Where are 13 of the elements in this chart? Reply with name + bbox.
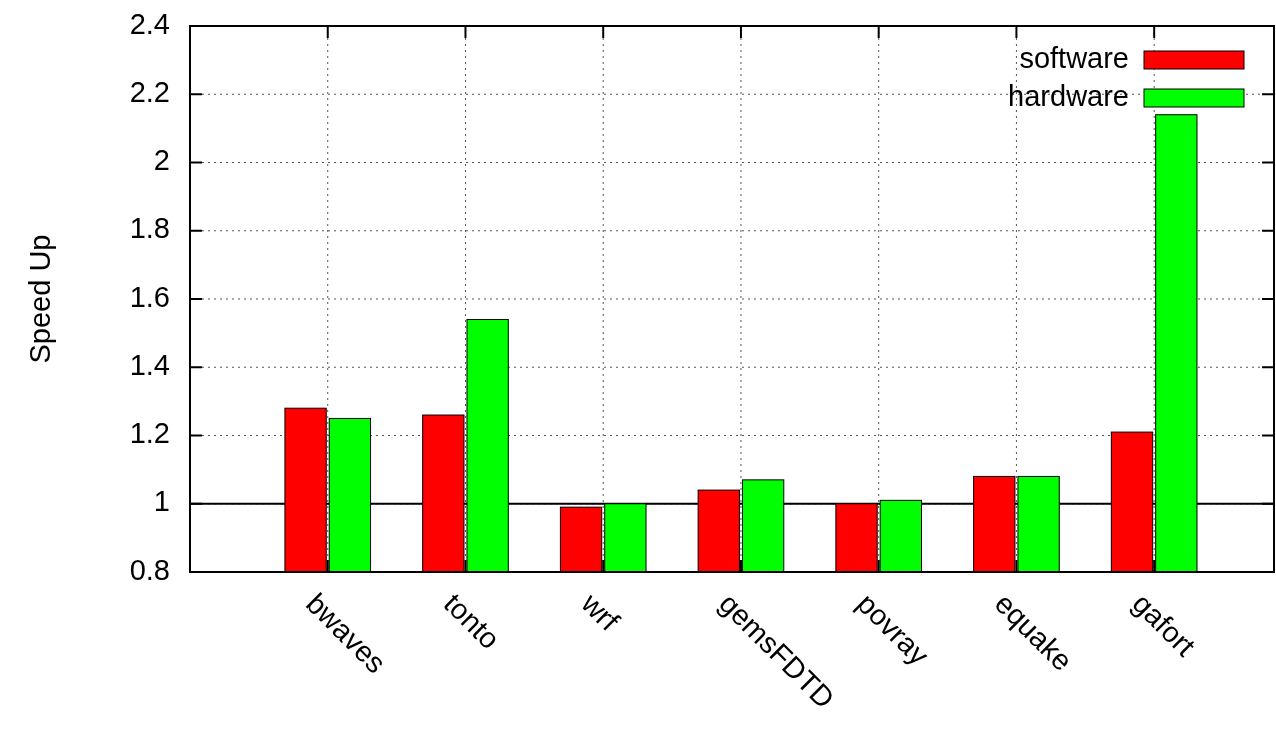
- y-tick-label: 0.8: [129, 553, 170, 586]
- legend-label: software: [1019, 41, 1129, 74]
- y-tick-label: 1.4: [129, 348, 170, 381]
- legend-label: hardware: [1008, 79, 1129, 112]
- y-tick-label: 2.4: [129, 7, 170, 40]
- y-tick-label: 1.6: [129, 280, 170, 313]
- y-tick-label: 1: [153, 485, 170, 518]
- y-tick-label: 1.8: [129, 212, 170, 245]
- y-tick-label: 2.2: [129, 75, 170, 108]
- y-tick-label: 2: [153, 144, 170, 177]
- y-axis-title: Speed Up: [24, 234, 56, 364]
- y-tick-label: 1.2: [129, 417, 170, 450]
- x-tick-label: wrf: [574, 586, 627, 638]
